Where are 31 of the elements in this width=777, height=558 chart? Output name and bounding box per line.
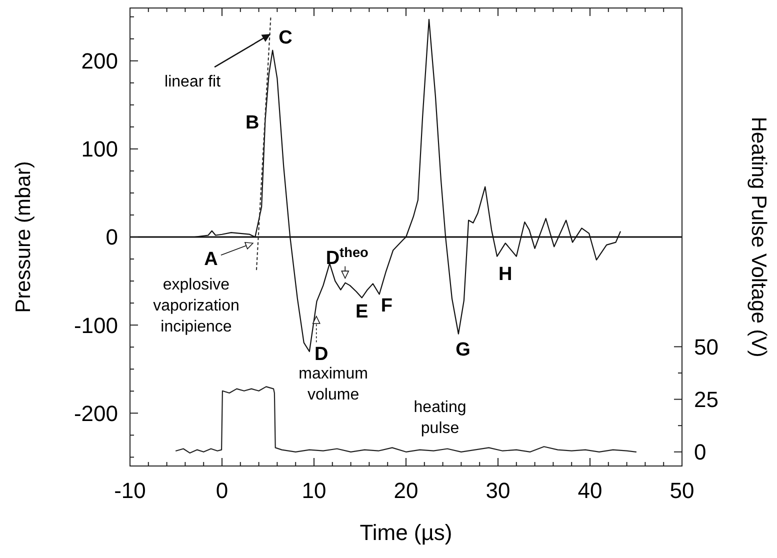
y2-tick-label: 25 xyxy=(694,387,718,412)
x-axis-title: Time (µs) xyxy=(360,520,452,545)
y2-tick-label: 50 xyxy=(694,334,718,360)
y-axis-title: Pressure (mbar) xyxy=(12,161,35,313)
annotation: maximum volume xyxy=(298,365,368,404)
x-tick-label: 20 xyxy=(394,478,418,503)
annotation: heating pulse xyxy=(414,398,466,437)
x-tick-label: 0 xyxy=(216,478,228,503)
y-tick-label: -100 xyxy=(74,312,118,338)
annotation: explosive vaporization incipience xyxy=(153,276,240,336)
x-tick-label: 40 xyxy=(578,478,602,503)
annotation: D xyxy=(314,344,328,365)
y-tick-label: 100 xyxy=(81,136,118,162)
annotation: linear fit xyxy=(164,74,222,91)
y2-tick-label: 0 xyxy=(694,440,706,465)
x-tick-label: 10 xyxy=(302,478,326,503)
annotation: F xyxy=(380,295,392,316)
annotation: E xyxy=(355,302,368,323)
annotation: B xyxy=(245,112,260,134)
annotation: A xyxy=(204,248,218,270)
y-tick-label: -200 xyxy=(74,400,118,426)
y-tick-label: 200 xyxy=(81,48,118,74)
y-tick-label: 0 xyxy=(106,224,118,250)
x-tick-label: 30 xyxy=(486,478,510,503)
annotation: D$^{theo}$ xyxy=(326,244,368,269)
x-tick-label: -10 xyxy=(114,478,146,503)
annotation: H xyxy=(498,264,512,285)
x-tick-label: 50 xyxy=(670,478,694,503)
annotation: C xyxy=(278,28,293,49)
annotation: G xyxy=(456,340,470,361)
y2-axis-title: Heating Pulse Voltage (V) xyxy=(747,116,770,358)
